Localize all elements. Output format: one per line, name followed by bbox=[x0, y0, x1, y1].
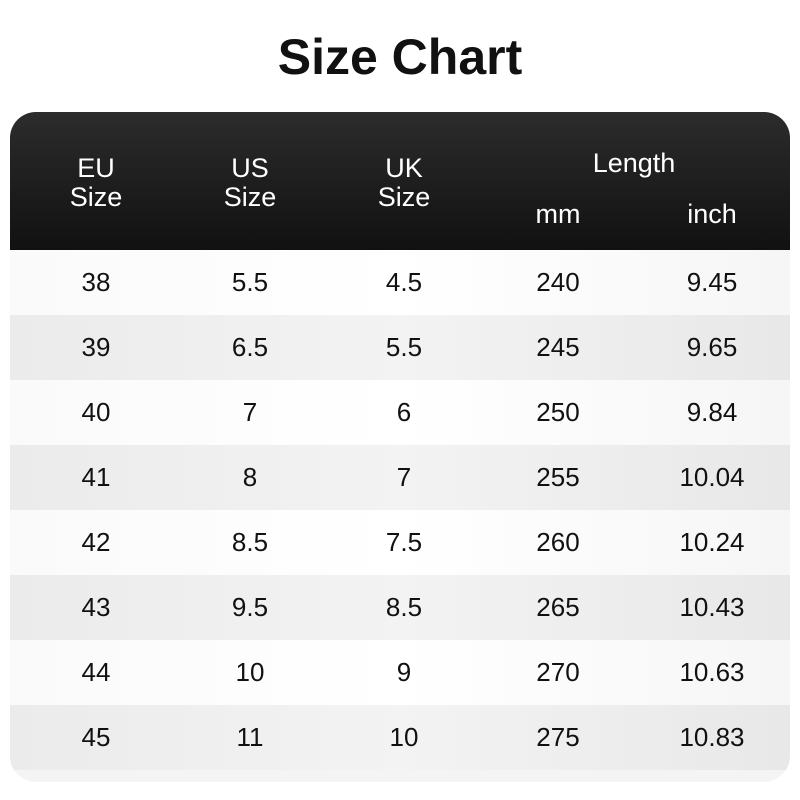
page-title: Size Chart bbox=[277, 29, 523, 85]
cell-us: 10 bbox=[235, 657, 265, 687]
table-row: 38 5.5 4.5 240 9.45 bbox=[10, 250, 790, 315]
table-row: 45 11 10 275 10.83 bbox=[10, 705, 790, 770]
cell-us: 5.5 bbox=[231, 267, 269, 297]
cell-inch: 10.63 bbox=[679, 657, 745, 687]
table-body: 38 5.5 4.5 240 9.45 39 6.5 5.5 245 9.65 40 7 6 250 9.8… bbox=[10, 250, 790, 770]
header-us-line1: US bbox=[231, 153, 269, 183]
cell-mm: 240 bbox=[536, 267, 580, 297]
cell-mm: 270 bbox=[536, 657, 580, 687]
cell-uk: 5.5 bbox=[385, 332, 423, 362]
cell-mm: 265 bbox=[536, 592, 580, 622]
header-mm: mm bbox=[535, 199, 581, 229]
cell-us: 8.5 bbox=[231, 527, 269, 557]
cell-inch: 10.04 bbox=[679, 462, 745, 492]
cell-uk: 7 bbox=[396, 462, 412, 492]
cell-eu: 41 bbox=[81, 462, 111, 492]
cell-mm: 250 bbox=[536, 397, 580, 427]
cell-eu: 40 bbox=[81, 397, 111, 427]
cell-us: 6.5 bbox=[231, 332, 269, 362]
cell-uk: 9 bbox=[396, 657, 412, 687]
cell-inch: 9.84 bbox=[686, 397, 738, 427]
size-table: EU Size US Size UK Size Length mm inch 38 5.… bbox=[10, 112, 790, 782]
cell-us: 7 bbox=[242, 397, 258, 427]
header-eu-size: EU Size bbox=[18, 154, 174, 212]
cell-mm: 275 bbox=[536, 722, 580, 752]
cell-us: 9.5 bbox=[231, 592, 269, 622]
cell-eu: 39 bbox=[81, 332, 111, 362]
header-us-size: US Size bbox=[172, 154, 328, 212]
cell-us: 8 bbox=[242, 462, 258, 492]
table-row: 42 8.5 7.5 260 10.24 bbox=[10, 510, 790, 575]
cell-inch: 9.65 bbox=[686, 332, 738, 362]
cell-uk: 7.5 bbox=[385, 527, 423, 557]
header-eu-line1: EU bbox=[77, 153, 115, 183]
table-row: 41 8 7 255 10.04 bbox=[10, 445, 790, 510]
cell-inch: 9.45 bbox=[686, 267, 738, 297]
cell-inch: 10.43 bbox=[679, 592, 745, 622]
table-header: EU Size US Size UK Size Length mm inch bbox=[10, 112, 790, 250]
cell-uk: 8.5 bbox=[385, 592, 423, 622]
header-eu-line2: Size bbox=[69, 182, 123, 212]
cell-inch: 10.24 bbox=[679, 527, 745, 557]
header-us-line2: Size bbox=[223, 182, 277, 212]
header-uk-line2: Size bbox=[377, 182, 431, 212]
cell-eu: 45 bbox=[81, 722, 111, 752]
cell-eu: 42 bbox=[81, 527, 111, 557]
header-uk-size: UK Size bbox=[326, 154, 482, 212]
header-length: Length bbox=[592, 148, 676, 178]
cell-eu: 38 bbox=[81, 267, 111, 297]
table-row: 43 9.5 8.5 265 10.43 bbox=[10, 575, 790, 640]
cell-mm: 260 bbox=[536, 527, 580, 557]
cell-uk: 10 bbox=[389, 722, 419, 752]
table-row: 44 10 9 270 10.63 bbox=[10, 640, 790, 705]
cell-mm: 255 bbox=[536, 462, 580, 492]
table-row: 39 6.5 5.5 245 9.65 bbox=[10, 315, 790, 380]
cell-inch: 10.83 bbox=[679, 722, 745, 752]
cell-mm: 245 bbox=[536, 332, 580, 362]
cell-us: 11 bbox=[236, 722, 264, 752]
cell-eu: 44 bbox=[81, 657, 111, 687]
cell-eu: 43 bbox=[81, 592, 111, 622]
cell-uk: 6 bbox=[396, 397, 412, 427]
header-inch: inch bbox=[687, 199, 737, 229]
table-row: 40 7 6 250 9.84 bbox=[10, 380, 790, 445]
cell-uk: 4.5 bbox=[385, 267, 423, 297]
header-uk-line1: UK bbox=[385, 153, 423, 183]
